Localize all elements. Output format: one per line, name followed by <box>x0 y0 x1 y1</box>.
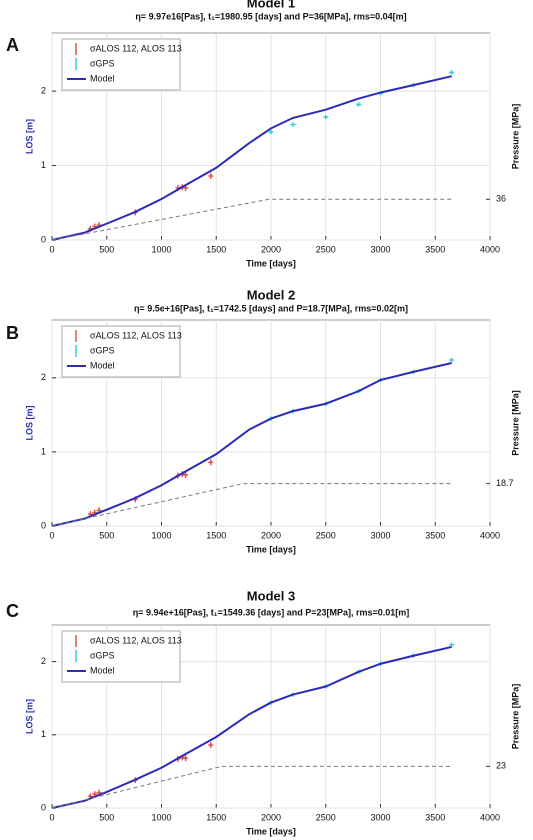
x-tick-label: 3500 <box>425 812 445 822</box>
chart-subtitle: η= 9.97e16[Pas], t₁=1980.95 [days] and P… <box>135 11 406 21</box>
y-tick-label: 1 <box>41 446 46 456</box>
pressure-line <box>51 198 452 241</box>
legend-label: σGPS <box>90 650 115 660</box>
x-tick-label: 2000 <box>261 530 281 540</box>
panel-label: A <box>6 35 19 55</box>
model-line <box>51 362 452 527</box>
model-line <box>51 645 452 809</box>
legend-label: σALOS 112, ALOS 113 <box>90 43 182 53</box>
y2-axis-label: Pressure [MPa] <box>510 684 520 750</box>
y2-tick-label: 18.7 <box>496 478 514 488</box>
x-tick-label: 2000 <box>261 812 281 822</box>
x-tick-label: 500 <box>99 244 114 254</box>
legend-label: Model <box>90 665 115 675</box>
x-tick-label: 1000 <box>151 812 171 822</box>
x-tick-label: 4000 <box>480 244 500 254</box>
legend-label: Model <box>90 73 115 83</box>
legend-label: σGPS <box>90 345 115 355</box>
y-tick-label: 2 <box>41 85 46 95</box>
y2-axis-label: Pressure [MPa] <box>510 390 520 456</box>
x-tick-label: 3000 <box>370 812 390 822</box>
y-tick-label: 0 <box>41 520 46 530</box>
x-tick-label: 4000 <box>480 530 500 540</box>
y2-axis-label: Pressure [MPa] <box>510 104 520 170</box>
x-axis-label: Time [days] <box>246 544 296 554</box>
y-tick-label: 1 <box>41 160 46 170</box>
y-axis-label: LOS [m] <box>24 405 34 440</box>
x-tick-label: 3500 <box>425 244 445 254</box>
x-tick-label: 3500 <box>425 530 445 540</box>
legend-box <box>61 325 181 378</box>
legend-box <box>61 630 181 683</box>
chart-title: Model 1 <box>247 0 295 10</box>
legend-box <box>61 38 181 91</box>
y-axis-label: LOS [m] <box>24 119 34 154</box>
legend-label: Model <box>90 360 115 370</box>
x-tick-label: 1000 <box>151 530 171 540</box>
pressure-line <box>51 483 452 527</box>
x-tick-label: 3000 <box>370 530 390 540</box>
y2-tick-label: 36 <box>496 194 506 204</box>
x-tick-label: 1000 <box>151 244 171 254</box>
pressure-line <box>51 765 452 809</box>
x-tick-label: 1500 <box>206 812 226 822</box>
x-tick-label: 500 <box>99 530 114 540</box>
x-tick-label: 2500 <box>316 530 336 540</box>
x-tick-label: 1500 <box>206 244 226 254</box>
x-tick-label: 2500 <box>316 812 336 822</box>
y-axis-label: LOS [m] <box>24 699 34 734</box>
y2-tick-label: 23 <box>496 761 506 771</box>
x-tick-label: 2000 <box>261 244 281 254</box>
x-tick-label: 3000 <box>370 244 390 254</box>
y-tick-label: 1 <box>41 729 46 739</box>
panel-label: C <box>6 601 19 621</box>
panel-label: B <box>6 323 19 343</box>
x-tick-label: 1500 <box>206 530 226 540</box>
y-tick-label: 2 <box>41 372 46 382</box>
x-tick-label: 4000 <box>480 812 500 822</box>
x-tick-label: 0 <box>49 244 54 254</box>
model-line <box>51 75 452 241</box>
legend-label: σALOS 112, ALOS 113 <box>90 635 182 645</box>
legend-label: σGPS <box>90 58 115 68</box>
chart-title: Model 3 <box>247 588 295 603</box>
x-axis-label: Time [days] <box>246 258 296 268</box>
y-tick-label: 2 <box>41 656 46 666</box>
chart-subtitle: η= 9.94e+16[Pas], t₁=1549.36 [days] and … <box>133 607 410 617</box>
chart-title: Model 2 <box>247 287 295 302</box>
x-tick-label: 500 <box>99 812 114 822</box>
chart-subtitle: η= 9.5e+16[Pas], t₁=1742.5 [days] and P=… <box>134 303 408 313</box>
y-tick-label: 0 <box>41 234 46 244</box>
x-tick-label: 0 <box>49 530 54 540</box>
x-tick-label: 0 <box>49 812 54 822</box>
x-tick-label: 2500 <box>316 244 336 254</box>
y-tick-label: 0 <box>41 802 46 812</box>
legend-label: σALOS 112, ALOS 113 <box>90 330 182 340</box>
x-axis-label: Time [days] <box>246 826 296 836</box>
